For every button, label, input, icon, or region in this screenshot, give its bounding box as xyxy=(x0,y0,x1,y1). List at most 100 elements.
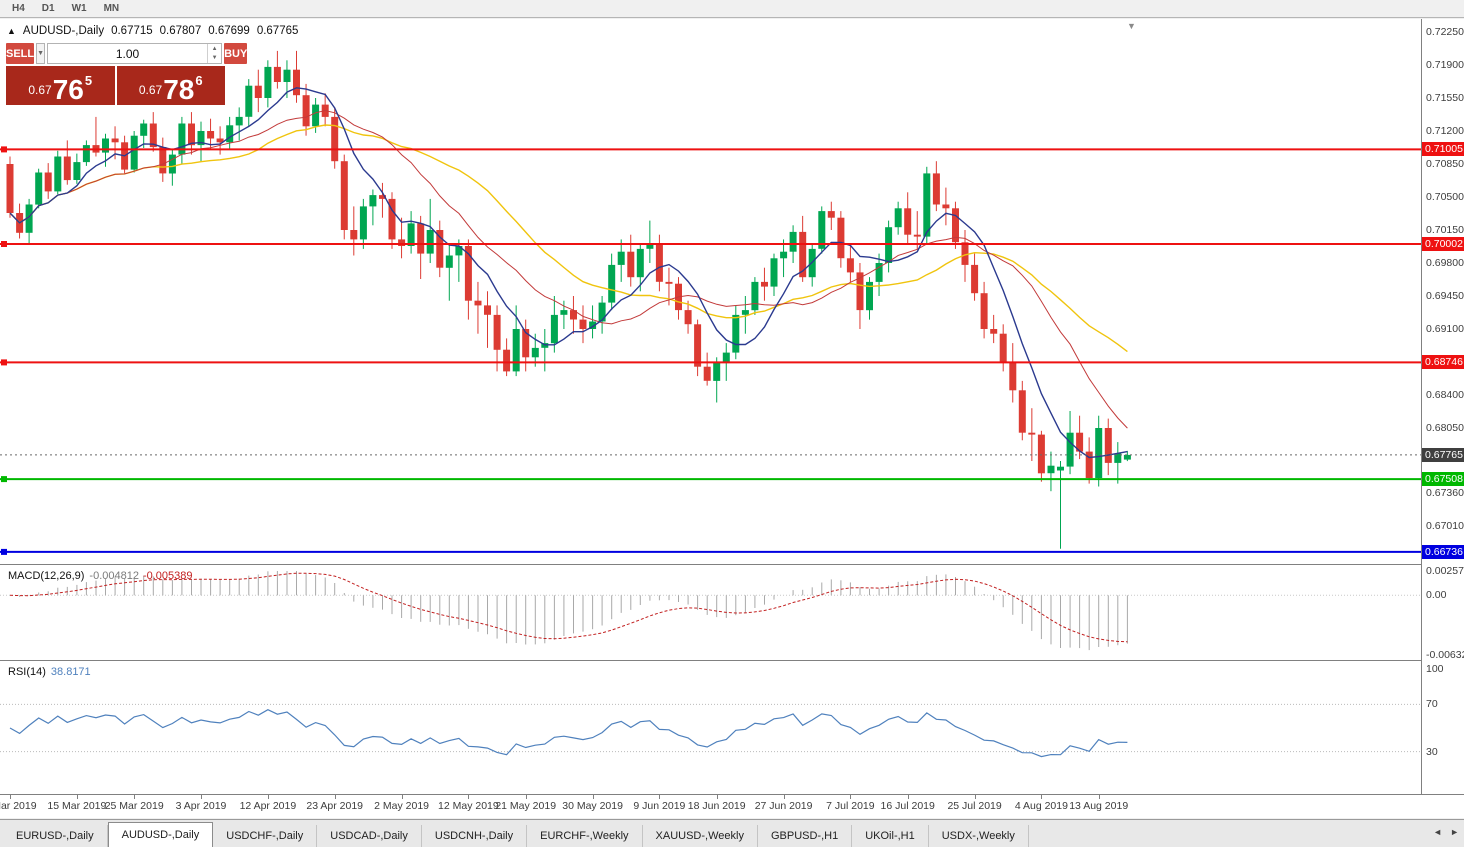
candle-body xyxy=(178,123,186,155)
candle-body xyxy=(1018,390,1026,433)
candle-body xyxy=(455,246,463,256)
price-tick-label: 0.68400 xyxy=(1426,389,1464,401)
rsi-canvas xyxy=(0,703,1421,758)
rsi-label: RSI(14) 38.8171 xyxy=(8,666,91,678)
chart-shift-marker-icon[interactable]: ▼ xyxy=(1127,21,1136,31)
candle-body xyxy=(130,135,138,170)
candle-body xyxy=(866,281,873,311)
candle-body xyxy=(484,305,491,315)
candle-body xyxy=(598,302,606,322)
tab-scroll-right-icon[interactable]: ► xyxy=(1450,827,1459,837)
price-tick-label: 0.67360 xyxy=(1426,487,1464,500)
candle-body xyxy=(655,244,663,282)
candle-body xyxy=(235,116,243,126)
candle-body xyxy=(369,195,377,207)
price-axis[interactable]: 0.72250 0.71900 0.71550 0.71200 0.70850 0.705… xyxy=(1421,19,1464,794)
candle-body xyxy=(417,223,425,254)
buy-price-display[interactable]: 0.67 78 6 xyxy=(116,66,225,105)
macd-label: MACD(12,26,9) -0.004812 -0.005389 xyxy=(8,570,193,582)
moving-average-16 xyxy=(9,109,1128,429)
candle-body xyxy=(302,95,310,127)
candle-body xyxy=(885,227,893,263)
time-axis-tick xyxy=(401,795,403,799)
candle-body xyxy=(1123,454,1131,460)
moving-average-26 xyxy=(9,124,1128,353)
chart-tab-usdchf-daily[interactable]: USDCHF-,Daily xyxy=(213,825,318,847)
price-level-badge: 0.71005 xyxy=(1422,142,1464,157)
candle-body xyxy=(560,310,568,315)
candle-body xyxy=(636,248,644,278)
timeframe-button-d1[interactable]: D1 xyxy=(41,3,55,14)
line-anchor[interactable] xyxy=(1,241,7,247)
rsi-line xyxy=(9,709,1128,758)
price-tick-label: 0.68050 xyxy=(1426,422,1464,434)
macd-signal-value: -0.005389 xyxy=(142,570,193,582)
chart-tab-ukoil-h1[interactable]: UKOil-,H1 xyxy=(852,825,929,847)
time-axis-tick xyxy=(1098,795,1100,799)
sell-button[interactable]: SELL xyxy=(6,43,35,64)
candle-body xyxy=(1104,428,1112,463)
candle-body xyxy=(780,251,788,259)
rsi-scale-label: 30 xyxy=(1426,745,1438,758)
candle-body xyxy=(6,164,14,213)
candle-body xyxy=(1028,432,1036,435)
candle-body xyxy=(226,125,234,143)
volume-dropdown-icon[interactable]: ▼ xyxy=(36,43,46,64)
chart-tab-eurusd-daily[interactable]: EURUSD-,Daily xyxy=(3,825,108,847)
candle-body xyxy=(293,69,300,96)
time-axis-tick xyxy=(1041,795,1043,799)
line-anchor[interactable] xyxy=(1,146,7,153)
time-axis-tick xyxy=(134,795,136,799)
line-anchor[interactable] xyxy=(1,476,7,483)
volume-increase-icon[interactable]: ▲ xyxy=(211,45,218,52)
time-axis-label: 2 May 2019 xyxy=(374,800,430,812)
time-axis-label: 6 Mar 2019 xyxy=(0,800,37,812)
chart-tab-xauusd-weekly[interactable]: XAUUSD-,Weekly xyxy=(643,825,758,847)
timeframe-button-w1[interactable]: W1 xyxy=(71,3,87,14)
candle-body xyxy=(971,264,979,294)
buy-button[interactable]: BUY xyxy=(224,43,248,64)
candle-body xyxy=(254,85,262,98)
chart-tab-usdcad-daily[interactable]: USDCAD-,Daily xyxy=(317,825,422,847)
timeframe-button-h4[interactable]: H4 xyxy=(12,3,25,14)
price-tick-label: 0.70150 xyxy=(1426,224,1464,236)
time-axis-label: 3 Apr 2019 xyxy=(175,800,227,812)
price-tick-label: 0.67010 xyxy=(1426,520,1464,533)
buy-price-prefix: 0.67 xyxy=(138,83,163,97)
time-axis-tick xyxy=(716,795,718,799)
candle-body xyxy=(197,131,205,146)
sell-price-display[interactable]: 0.67 76 5 xyxy=(6,66,115,105)
candle-body xyxy=(932,173,940,205)
pane-separator-dates xyxy=(0,794,1464,795)
chart-tab-eurchf-weekly[interactable]: EURCHF-,Weekly xyxy=(527,825,643,847)
chart-tab-gbpusd-h1[interactable]: GBPUSD-,H1 xyxy=(758,825,853,847)
candle-body xyxy=(1076,432,1084,452)
candle-body xyxy=(990,329,998,334)
tab-scroll-left-icon[interactable]: ◄ xyxy=(1433,827,1443,837)
chart-tab-usdx-weekly[interactable]: USDX-,Weekly xyxy=(929,825,1029,847)
time-axis-tick xyxy=(525,795,527,799)
volume-input[interactable] xyxy=(48,44,208,63)
time-axis-tick xyxy=(201,795,202,799)
trade-panel-toggle-icon[interactable]: ▲ xyxy=(7,26,16,36)
line-anchor[interactable] xyxy=(1,548,7,555)
volume-decrease-icon[interactable]: ▼ xyxy=(211,55,218,62)
line-anchor[interactable] xyxy=(1,359,7,366)
pane-separator-rsi[interactable] xyxy=(0,660,1464,661)
timeframe-button-mn[interactable]: MN xyxy=(103,3,120,14)
candle-body xyxy=(999,333,1007,362)
pane-separator-macd[interactable] xyxy=(0,564,1464,565)
candle-body xyxy=(111,138,119,143)
chart-tab-usdcnh-daily[interactable]: USDCNH-,Daily xyxy=(422,825,528,847)
candle-body xyxy=(770,258,778,287)
chart-tab-audusd-daily[interactable]: AUDUSD-,Daily xyxy=(107,822,214,847)
candle-body xyxy=(684,310,692,325)
candle-body xyxy=(579,319,587,329)
moving-average-7 xyxy=(9,87,1128,459)
candle-body xyxy=(35,172,43,205)
sell-price-big: 76 xyxy=(52,73,84,105)
price-tick-label: 0.71900 xyxy=(1426,59,1464,71)
